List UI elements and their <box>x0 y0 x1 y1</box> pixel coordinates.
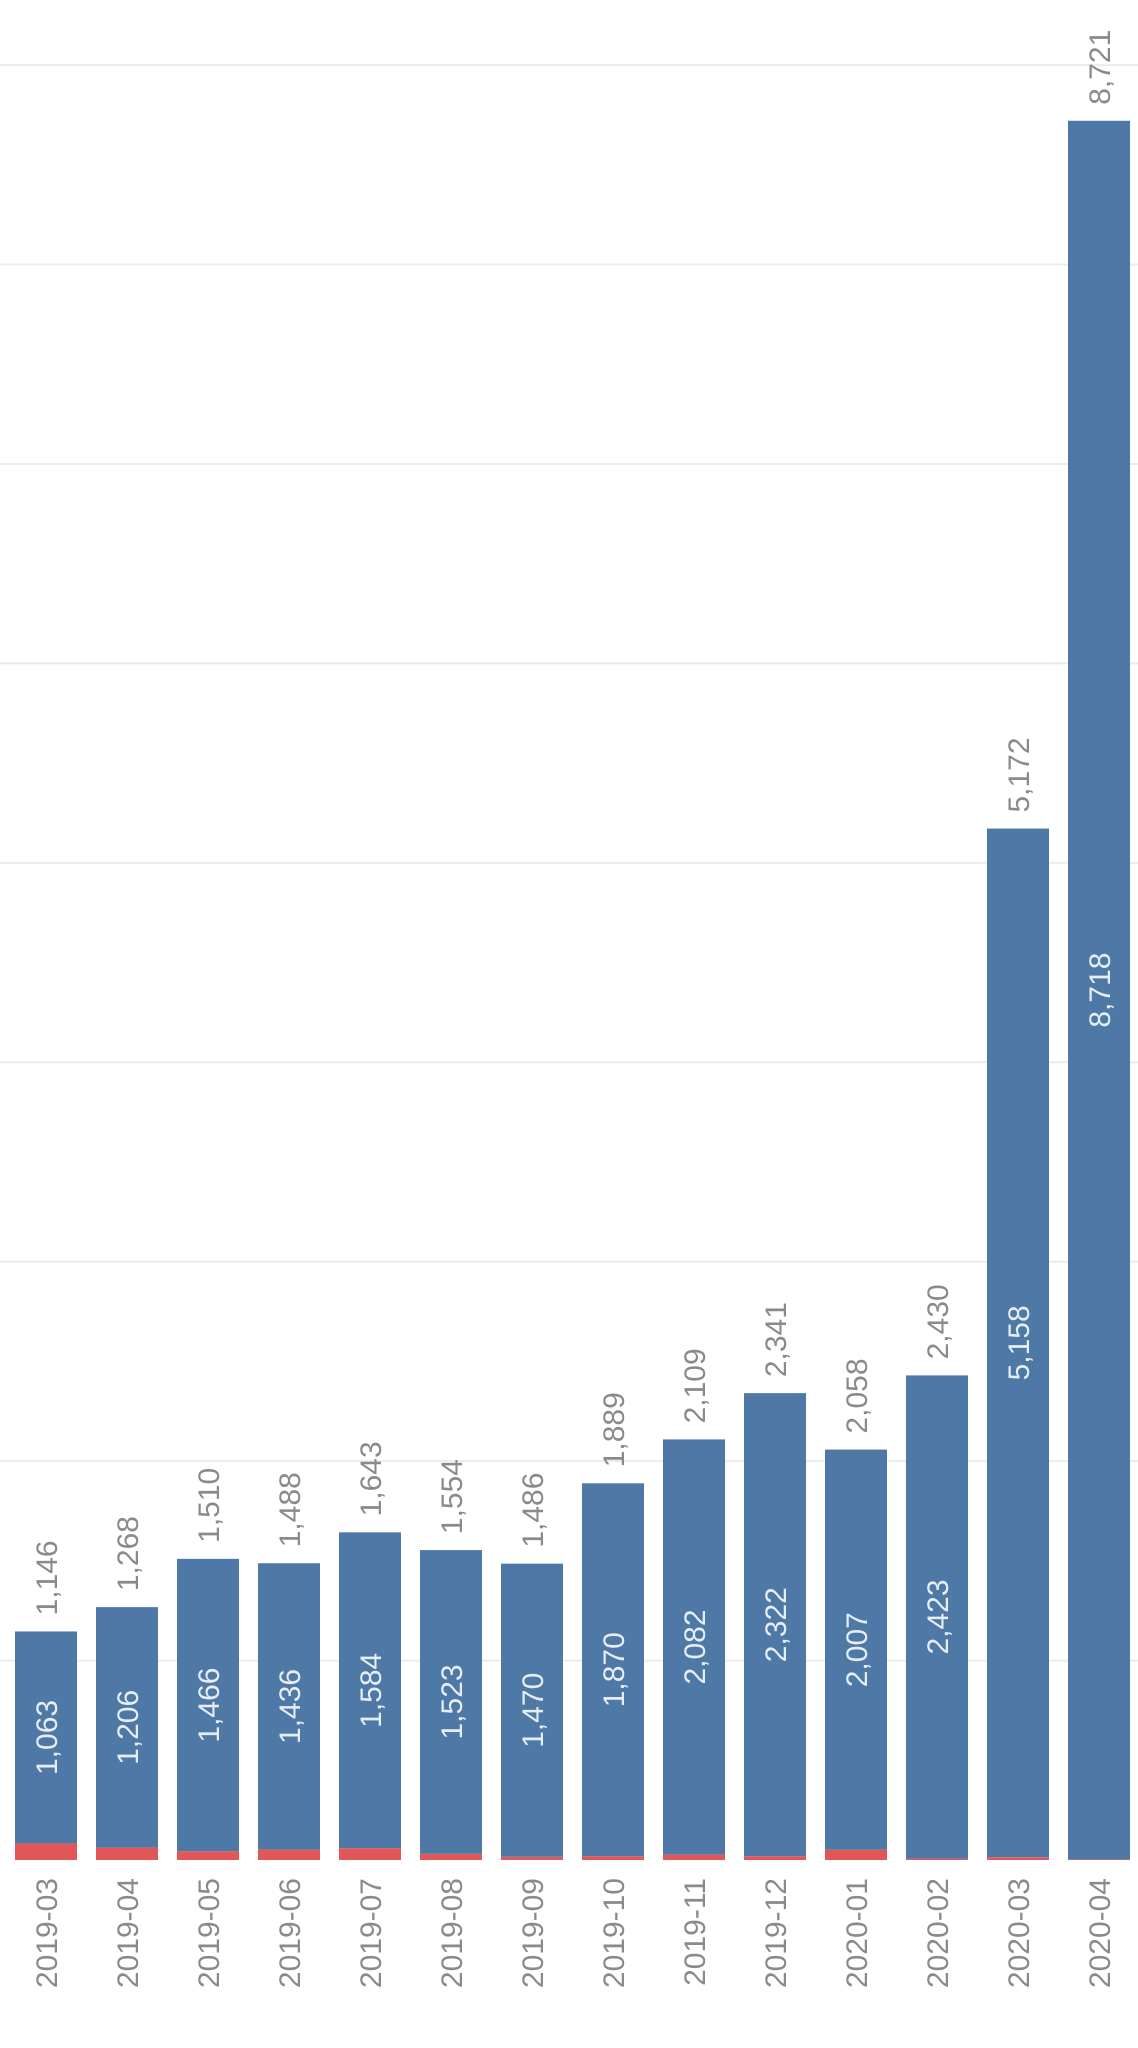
data-labels: 1,146 1,063 1,268 1,206 1,510 1,466 1,488 1,436… <box>31 30 1117 1775</box>
bar-segment-primary <box>96 1607 158 1848</box>
segment-value-label: 5,158 <box>1003 1305 1036 1380</box>
bar-segment-secondary <box>825 1849 887 1860</box>
segment-value-label: 1,870 <box>598 1632 631 1707</box>
segment-value-label: 1,470 <box>517 1673 550 1748</box>
x-tick-label: 2019-05 <box>193 1878 226 1988</box>
bar-segment-primary <box>825 1449 887 1850</box>
x-tick-label: 2020-02 <box>922 1878 955 1988</box>
bar-segment-secondary <box>501 1856 563 1860</box>
bar-segment-secondary <box>906 1858 968 1860</box>
segment-value-label: 2,322 <box>760 1587 793 1662</box>
x-tick-label: 2020-04 <box>1084 1878 1117 1988</box>
segment-value-label: 1,584 <box>355 1653 388 1728</box>
segment-value-label: 1,523 <box>436 1664 469 1739</box>
bars <box>15 120 1130 1860</box>
total-label: 1,486 <box>517 1473 550 1548</box>
bar-segment-secondary <box>15 1843 77 1860</box>
bar-segment-secondary <box>96 1847 158 1860</box>
bar-segment-secondary <box>258 1849 320 1860</box>
total-label: 1,510 <box>193 1468 226 1543</box>
x-tick-label: 2020-01 <box>841 1878 874 1988</box>
x-tick-label: 2019-11 <box>679 1878 712 1986</box>
x-tick-label: 2019-06 <box>274 1878 307 1988</box>
x-axis: 2019-03 2019-04 2019-05 2019-06 2019-07 2019-… <box>31 1878 1117 1988</box>
total-label: 2,341 <box>760 1302 793 1377</box>
segment-value-label: 2,423 <box>922 1579 955 1654</box>
bar-segment-secondary <box>177 1851 239 1860</box>
total-label: 1,268 <box>112 1516 145 1591</box>
gridlines <box>0 64 1138 1662</box>
bar-segment-primary <box>258 1563 320 1850</box>
total-label: 5,172 <box>1003 737 1036 812</box>
bar-segment-secondary <box>420 1853 482 1860</box>
bar-segment-primary <box>15 1631 77 1844</box>
total-label: 1,488 <box>274 1472 307 1547</box>
bar-segment-primary <box>339 1532 401 1849</box>
bar-segment-secondary <box>987 1857 1049 1860</box>
bar-segment-primary <box>177 1558 239 1852</box>
x-tick-label: 2019-10 <box>598 1878 631 1988</box>
bar-segment-secondary <box>744 1856 806 1860</box>
segment-value-label: 1,436 <box>274 1669 307 1744</box>
segment-value-label: 2,082 <box>679 1609 712 1684</box>
bar-segment-primary <box>582 1483 644 1857</box>
total-label: 2,058 <box>841 1358 874 1433</box>
bar-segment-secondary <box>582 1856 644 1860</box>
total-label: 2,430 <box>922 1284 955 1359</box>
bar-segment-primary <box>1068 120 1130 1860</box>
total-label: 1,554 <box>436 1459 469 1534</box>
x-tick-label: 2019-09 <box>517 1878 550 1988</box>
x-tick-label: 2019-04 <box>112 1878 145 1988</box>
bar-segment-primary <box>987 828 1049 1858</box>
segment-value-label: 1,466 <box>193 1668 226 1743</box>
bar-segment-secondary <box>1068 1859 1130 1860</box>
bar-segment-primary <box>906 1375 968 1859</box>
x-tick-label: 2020-03 <box>1003 1878 1036 1988</box>
bar-segment-secondary <box>339 1848 401 1860</box>
bar-segment-secondary <box>663 1854 725 1860</box>
segment-value-label: 1,063 <box>31 1700 64 1775</box>
x-tick-label: 2019-08 <box>436 1878 469 1988</box>
x-tick-label: 2019-07 <box>355 1878 388 1988</box>
total-label: 8,721 <box>1084 30 1117 105</box>
total-label: 1,643 <box>355 1441 388 1516</box>
segment-value-label: 2,007 <box>841 1612 874 1687</box>
total-label: 2,109 <box>679 1348 712 1423</box>
bar-segment-primary <box>501 1563 563 1857</box>
bar-segment-primary <box>420 1550 482 1854</box>
bar-segment-primary <box>744 1393 806 1857</box>
segment-value-label: 8,718 <box>1084 953 1117 1028</box>
total-label: 1,889 <box>598 1392 631 1467</box>
x-tick-label: 2019-12 <box>760 1878 793 1988</box>
segment-value-label: 1,206 <box>112 1690 145 1765</box>
total-label: 1,146 <box>31 1540 64 1615</box>
bar-segment-primary <box>663 1439 725 1855</box>
x-tick-label: 2019-03 <box>31 1878 64 1988</box>
